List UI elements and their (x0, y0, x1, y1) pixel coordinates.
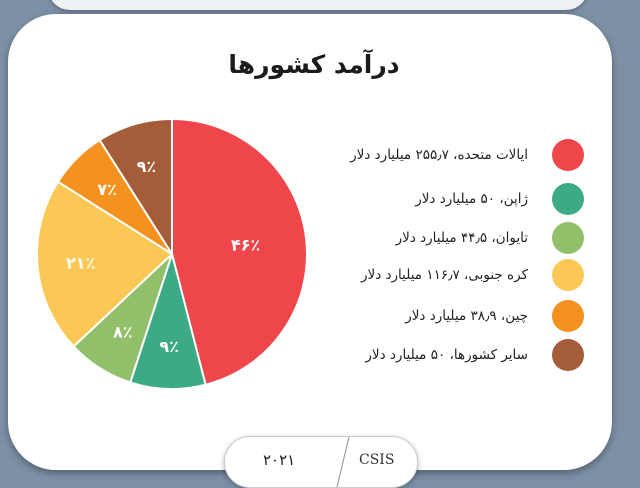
pie-label-taiwan: ۸٪ (113, 323, 133, 342)
pie-slice-south-korea (36, 180, 174, 348)
legend-swatch-other (552, 339, 584, 371)
pie-label-usa: ۴۶٪ (231, 236, 260, 255)
legend-label-taiwan: تایوان، ۴۴٫۵ میلیارد دلار (395, 230, 528, 246)
legend-item-taiwan: تایوان، ۴۴٫۵ میلیارد دلار (396, 221, 584, 255)
legend-item-china: چین، ۳۸٫۹ میلیارد دلار (405, 299, 584, 333)
footer-year: ۲۰۲۱ (263, 451, 296, 469)
legend-item-other: سایر کشورها، ۵۰ میلیارد دلار (365, 338, 584, 372)
top-tab (48, 0, 588, 10)
footer-source: CSIS (359, 452, 395, 468)
legend-swatch-japan (552, 183, 584, 215)
legend-swatch-south-korea (552, 259, 584, 291)
legend-label-other: سایر کشورها، ۵۰ میلیارد دلار (365, 347, 528, 363)
legend-label-usa: ایالات متحده، ۲۵۵٫۷ میلیارد دلار (350, 147, 528, 163)
pie-slice-usa (171, 117, 308, 386)
legend-item-japan: ژاپن، ۵۰ میلیارد دلار (415, 182, 584, 216)
pie-label-south-korea: ۲۱٪ (66, 254, 95, 273)
legend-swatch-china (552, 300, 584, 332)
legend-label-south-korea: کره جنوبی، ۱۱۶٫۷ میلیارد دلار (361, 267, 528, 283)
legend-label-japan: ژاپن، ۵۰ میلیارد دلار (415, 191, 528, 207)
chart-title: درآمد کشورها (228, 50, 400, 79)
legend-label-china: چین، ۳۸٫۹ میلیارد دلار (405, 308, 528, 324)
legend-swatch-taiwan (552, 222, 584, 254)
pie-label-other: ۹٪ (137, 157, 157, 176)
footer-pill: ۲۰۲۱ CSIS (224, 436, 418, 488)
pie-label-china: ۷٪ (97, 180, 117, 199)
legend-item-south-korea: کره جنوبی، ۱۱۶٫۷ میلیارد دلار (361, 258, 584, 292)
pill-divider (336, 437, 350, 487)
legend-item-usa: ایالات متحده، ۲۵۵٫۷ میلیارد دلار (350, 138, 584, 172)
pie-slice-other (98, 117, 173, 258)
pie-label-japan: ۹٪ (159, 337, 179, 356)
legend-swatch-usa (552, 139, 584, 171)
